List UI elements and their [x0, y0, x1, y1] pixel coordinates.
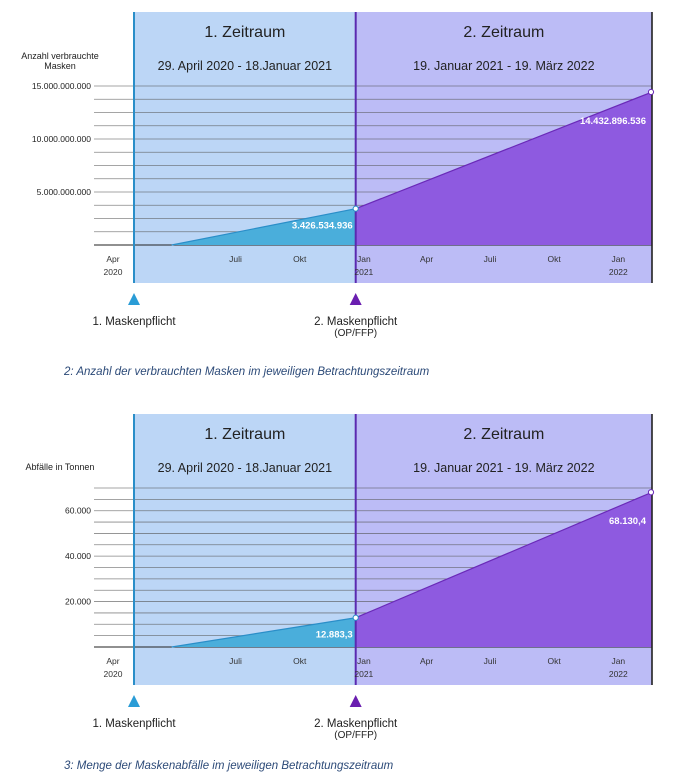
- event-marker-icon: [349, 695, 362, 707]
- y-axis-label: Anzahl verbrauchte: [21, 51, 99, 61]
- x-tick-label: Okt: [293, 656, 307, 666]
- x-tick-label: Juli: [229, 254, 242, 264]
- period-title: 2. Zeitraum: [463, 24, 544, 41]
- series-line-period2: [355, 91, 653, 210]
- event-marker-icon: [128, 695, 140, 707]
- x-tick-label: Juli: [484, 254, 497, 264]
- y-axis-label: Abfälle in Tonnen: [26, 462, 95, 472]
- series-line-period1: [171, 617, 356, 648]
- series-line-period2: [355, 491, 653, 619]
- data-label: 68.130,4: [609, 516, 647, 527]
- area-period2: [355, 92, 652, 246]
- y-tick-label: 60.000: [65, 506, 91, 516]
- data-point: [352, 205, 359, 212]
- period-date-range: 29. April 2020 - 18.Januar 2021: [158, 59, 332, 73]
- series-line-period1: [171, 208, 356, 246]
- x-tick-label: Apr: [106, 656, 119, 666]
- data-label: 12.883,3: [316, 630, 353, 641]
- x-tick-label: 2022: [609, 267, 628, 277]
- figure-caption-2: 2: Anzahl der verbrauchten Masken im jew…: [64, 366, 430, 378]
- data-point: [352, 614, 359, 621]
- period-title: 2. Zeitraum: [463, 426, 544, 443]
- period-title: 1. Zeitraum: [204, 24, 285, 41]
- period-date-range: 19. Januar 2021 - 19. März 2022: [413, 59, 594, 73]
- x-tick-label: Jan: [611, 656, 625, 666]
- period-title: 1. Zeitraum: [204, 426, 285, 443]
- area-period2: [355, 492, 652, 647]
- x-tick-label: 2021: [354, 669, 373, 679]
- y-tick-label: 40.000: [65, 551, 91, 561]
- x-tick-label: Jan: [357, 656, 371, 666]
- figure-caption-3: 3: Menge der Maskenabfälle im jeweiligen…: [64, 760, 394, 772]
- x-tick-label: Apr: [420, 656, 433, 666]
- data-label: 3.426.534.936: [292, 221, 353, 232]
- period-date-range: 29. April 2020 - 18.Januar 2021: [158, 461, 332, 475]
- x-tick-label: Okt: [548, 254, 562, 264]
- event-label: 1. Maskenpflicht: [92, 316, 176, 328]
- x-tick-label: Juli: [229, 656, 242, 666]
- x-tick-label: 2020: [104, 669, 123, 679]
- data-point: [647, 88, 655, 96]
- x-tick-label: Okt: [293, 254, 307, 264]
- event-sublabel: (OP/FFP): [334, 730, 377, 741]
- y-tick-label: 10.000.000.000: [32, 134, 91, 144]
- event-label: 1. Maskenpflicht: [92, 718, 176, 730]
- data-label: 14.432.896.536: [580, 116, 646, 127]
- mask-waste-chart: 20.000 40.000 60.000 Abfälle in Tonnen 12.88…: [26, 414, 655, 741]
- x-tick-label: Okt: [548, 656, 562, 666]
- x-tick-label: 2020: [104, 267, 123, 277]
- y-tick-label: 20.000: [65, 597, 91, 607]
- y-tick-label: 5.000.000.000: [37, 187, 92, 197]
- x-tick-label: 2021: [354, 267, 373, 277]
- x-tick-label: Jan: [357, 254, 371, 264]
- event-label: 2. Maskenpflicht: [314, 316, 398, 328]
- period-date-range: 19. Januar 2021 - 19. März 2022: [413, 461, 594, 475]
- x-tick-label: Juli: [484, 656, 497, 666]
- data-point: [647, 489, 655, 496]
- y-axis-label: Masken: [44, 61, 76, 71]
- x-tick-label: 2022: [609, 669, 628, 679]
- masks-count-chart: 5.000.000.000 10.000.000.000 15.000.000.00…: [21, 12, 655, 339]
- x-tick-label: Apr: [106, 254, 119, 264]
- event-marker-icon: [128, 293, 140, 305]
- y-tick-label: 15.000.000.000: [32, 81, 91, 91]
- x-tick-label: Jan: [611, 254, 625, 264]
- x-tick-label: Apr: [420, 254, 433, 264]
- event-sublabel: (OP/FFP): [334, 328, 377, 339]
- event-marker-icon: [349, 293, 362, 305]
- event-label: 2. Maskenpflicht: [314, 718, 398, 730]
